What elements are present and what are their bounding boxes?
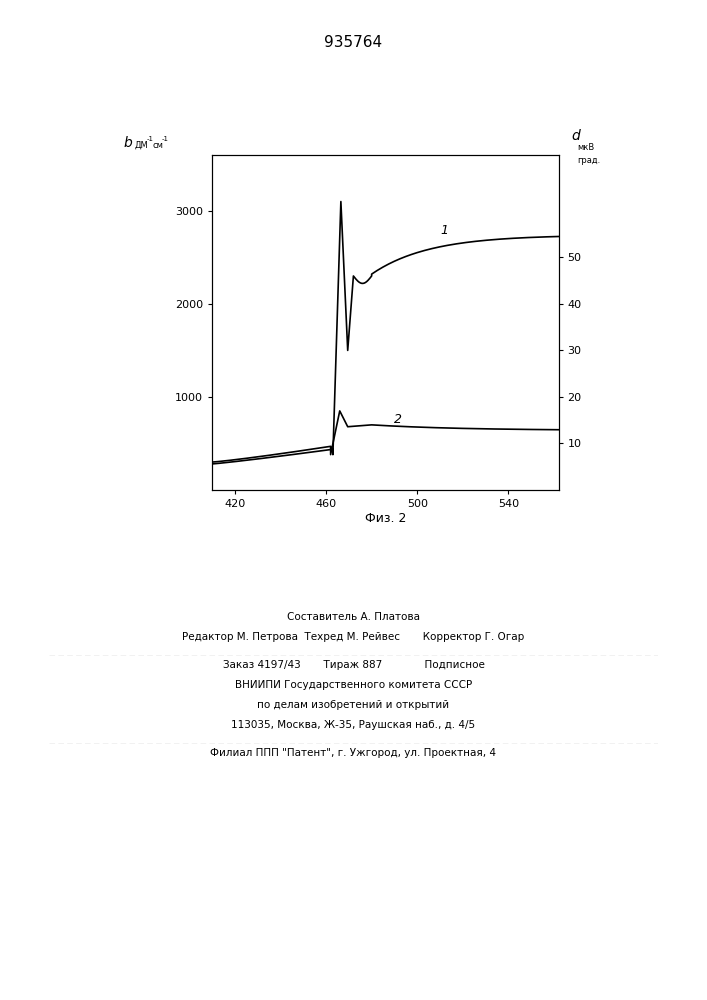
Text: Составитель А. Платова: Составитель А. Платова xyxy=(287,612,420,622)
Text: град.: град. xyxy=(577,156,600,165)
X-axis label: Физ. 2: Физ. 2 xyxy=(365,512,406,525)
Text: ДМ: ДМ xyxy=(134,141,148,150)
Text: b: b xyxy=(124,136,132,150)
Text: Заказ 4197/43       Тираж 887             Подписное: Заказ 4197/43 Тираж 887 Подписное xyxy=(223,660,484,670)
Text: по делам изобретений и открытий: по делам изобретений и открытий xyxy=(257,700,450,710)
Text: -1: -1 xyxy=(162,136,169,142)
Text: Редактор М. Петрова  Техред М. Рейвес       Корректор Г. Огар: Редактор М. Петрова Техред М. Рейвес Кор… xyxy=(182,632,525,642)
Text: -1: -1 xyxy=(146,136,153,142)
Text: см: см xyxy=(152,141,163,150)
Text: Филиал ППП "Патент", г. Ужгород, ул. Проектная, 4: Филиал ППП "Патент", г. Ужгород, ул. Про… xyxy=(211,748,496,758)
Text: 935764: 935764 xyxy=(325,35,382,50)
Text: 1: 1 xyxy=(440,224,448,237)
Text: 113035, Москва, Ж-35, Раушская наб., д. 4/5: 113035, Москва, Ж-35, Раушская наб., д. … xyxy=(231,720,476,730)
Text: 2: 2 xyxy=(395,413,402,426)
Text: мкВ: мкВ xyxy=(577,143,594,152)
Text: d: d xyxy=(571,129,580,143)
Text: ВНИИПИ Государственного комитета СССР: ВНИИПИ Государственного комитета СССР xyxy=(235,680,472,690)
